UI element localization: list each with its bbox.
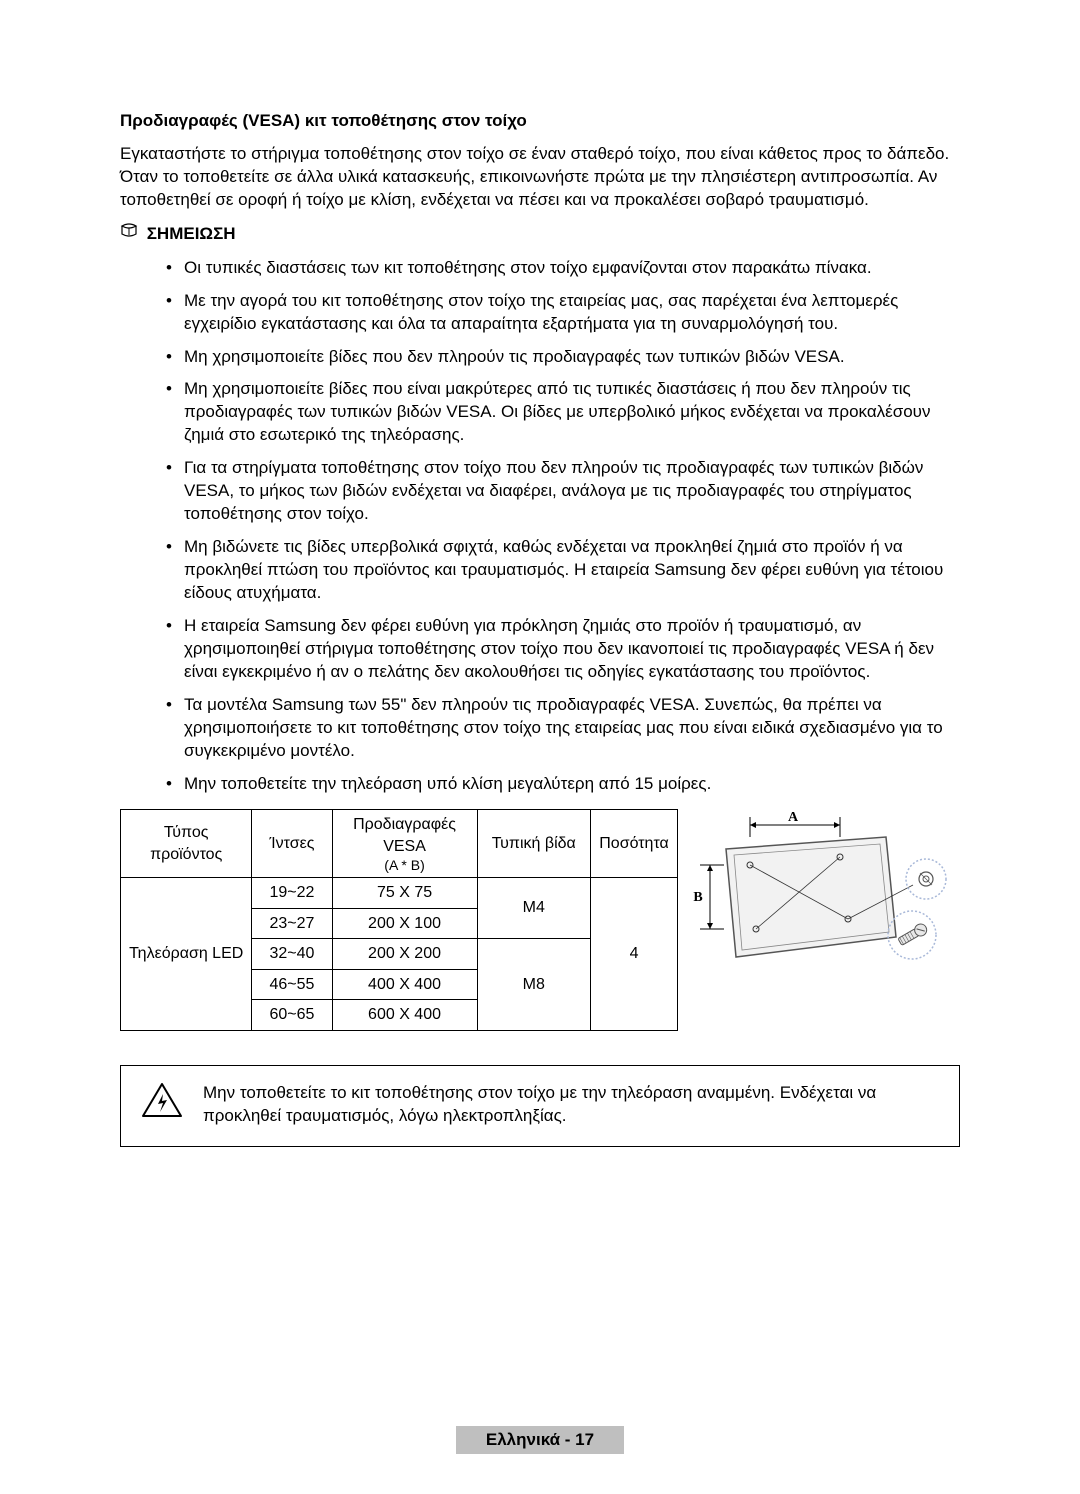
page-footer: Ελληνικά - 17 [0, 1426, 1080, 1454]
cell-spec: 200 X 200 [332, 939, 477, 970]
cell-inches: 19~22 [252, 878, 332, 909]
cell-inches: 23~27 [252, 908, 332, 939]
cell-screw-m4: M4 [477, 878, 590, 939]
list-item: Μη χρησιμοποιείτε βίδες που δεν πληρούν … [166, 346, 960, 369]
th-vesa-spec: Προδιαγραφές VESA (A * B) [332, 810, 477, 878]
list-item: Με την αγορά του κιτ τοποθέτησης στον το… [166, 290, 960, 336]
cell-screw-m8: M8 [477, 939, 590, 1031]
cell-product-type: Τηλεόραση LED [121, 878, 252, 1031]
cell-inches: 60~65 [252, 1000, 332, 1031]
list-item: Για τα στηρίγματα τοποθέτησης στον τοίχο… [166, 457, 960, 526]
warning-box: Μην τοποθετείτε το κιτ τοποθέτησης στον … [120, 1065, 960, 1147]
list-item: Οι τυπικές διαστάσεις των κιτ τοποθέτηση… [166, 257, 960, 280]
th-screw: Τυπική βίδα [477, 810, 590, 878]
vesa-spec-table: Τύπος προϊόντος Ίντσες Προδιαγραφές VESA… [120, 809, 678, 1031]
cell-spec: 200 X 100 [332, 908, 477, 939]
intro-paragraph: Εγκαταστήστε το στήριγμα τοποθέτησης στο… [120, 143, 960, 212]
cell-qty: 4 [591, 878, 678, 1031]
note-bullet-list: Οι τυπικές διαστάσεις των κιτ τοποθέτηση… [166, 257, 960, 796]
th-vesa-spec-line1: Προδιαγραφές VESA [341, 814, 469, 857]
cell-spec: 600 X 400 [332, 1000, 477, 1031]
note-label: ΣΗΜΕΙΩΣΗ [147, 224, 236, 243]
list-item: Μη βιδώνετε τις βίδες υπερβολικά σφιχτά,… [166, 536, 960, 605]
cell-inches: 46~55 [252, 969, 332, 1000]
diagram-label-b: B [693, 890, 702, 905]
list-item: Μην τοποθετείτε την τηλεόραση υπό κλίση … [166, 773, 960, 796]
list-item: Μη χρησιμοποιείτε βίδες που είναι μακρύτ… [166, 378, 960, 447]
diagram-label-a: A [788, 810, 799, 825]
vesa-diagram: A B [690, 809, 960, 976]
list-item: Η εταιρεία Samsung δεν φέρει ευθύνη για … [166, 615, 960, 684]
note-icon [120, 222, 138, 247]
cell-spec: 400 X 400 [332, 969, 477, 1000]
cell-inches: 32~40 [252, 939, 332, 970]
footer-page-label: Ελληνικά - 17 [456, 1426, 624, 1454]
th-qty: Ποσότητα [591, 810, 678, 878]
cell-spec: 75 X 75 [332, 878, 477, 909]
th-product-type: Τύπος προϊόντος [121, 810, 252, 878]
th-vesa-spec-line2: (A * B) [341, 858, 469, 873]
list-item: Τα μοντέλα Samsung των 55" δεν πληρούν τ… [166, 694, 960, 763]
warning-icon [141, 1082, 183, 1127]
warning-text: Μην τοποθετείτε το κιτ τοποθέτησης στον … [203, 1082, 939, 1128]
th-inches: Ίντσες [252, 810, 332, 878]
note-line: ΣΗΜΕΙΩΣΗ [120, 222, 960, 247]
section-heading: Προδιαγραφές (VESA) κιτ τοποθέτησης στον… [120, 110, 960, 133]
